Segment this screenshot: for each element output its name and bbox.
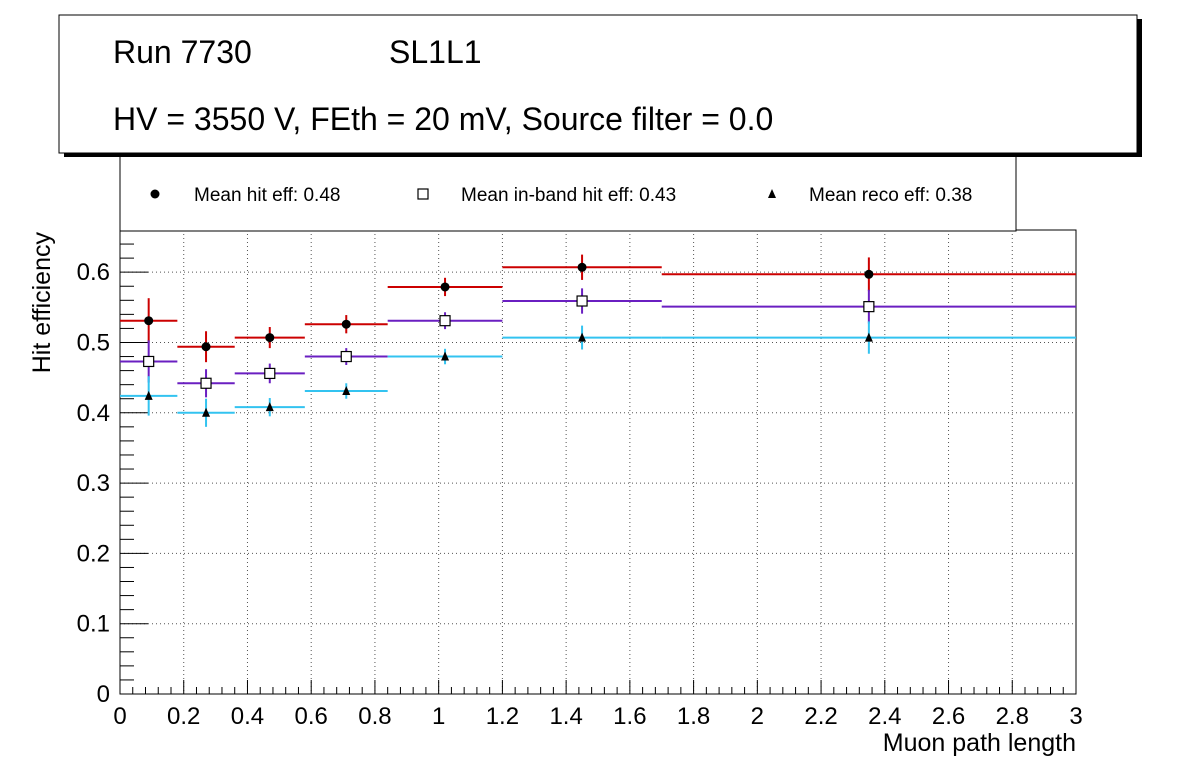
point-1-4 <box>439 315 451 327</box>
header-box: Run 7730 SL1L1 HV = 3550 V, FEth = 20 mV… <box>58 14 1142 157</box>
legend-box <box>119 155 1017 232</box>
legend-label-hit: Mean hit eff: 0.48 <box>194 185 340 206</box>
point-1-3 <box>340 350 352 363</box>
plot-frame <box>119 229 1077 695</box>
y-tick-label-2: 0.2 <box>77 540 110 567</box>
point-0-2 <box>265 333 275 343</box>
legend: Mean hit eff: 0.48 Mean in-band hit eff:… <box>119 155 1017 232</box>
y-tick-label-0: 0 <box>97 681 110 708</box>
point-2-5 <box>578 332 587 342</box>
point-2-3 <box>342 385 351 395</box>
point-1-0 <box>143 355 155 368</box>
point-0-3 <box>341 319 351 329</box>
y-tick-label-5: 0.5 <box>77 329 110 356</box>
point-1-5 <box>576 295 588 307</box>
point-0-5 <box>577 262 587 272</box>
point-0-4 <box>440 282 450 292</box>
point-1-2 <box>264 367 276 380</box>
y-tick-label-1: 0.1 <box>77 611 110 638</box>
point-1-6 <box>863 301 875 313</box>
x-tick-label-6: 1.2 <box>486 703 519 730</box>
x-tick-label-7: 1.4 <box>549 703 582 730</box>
y-tick-label-3: 0.3 <box>77 470 110 497</box>
x-tick-label-1: 0.2 <box>167 703 200 730</box>
legend-label-reco: Mean reco eff: 0.38 <box>809 185 972 206</box>
x-tick-label-13: 2.6 <box>932 703 965 730</box>
x-axis: 0 0.2 0.4 0.6 0.8 1 1.2 1.4 1.6 1.8 2 2.2 2.4 2.6 2.8 3 <box>113 680 1083 730</box>
y-axis-title: Hit efficiency <box>28 232 56 374</box>
point-2-2 <box>265 402 274 412</box>
x-tick-label-5: 1 <box>432 703 445 730</box>
legend-marker-reco <box>768 189 776 198</box>
y-tick-label-4: 0.4 <box>77 400 110 427</box>
header-panel <box>58 14 1138 154</box>
point-0-1 <box>201 342 211 352</box>
x-tick-label-8: 1.6 <box>613 703 646 730</box>
x-tick-label-10: 2 <box>751 703 764 730</box>
x-tick-label-14: 2.8 <box>996 703 1029 730</box>
x-tick-label-4: 0.8 <box>358 703 391 730</box>
x-tick-label-0: 0 <box>113 703 126 730</box>
series-layer <box>120 254 1076 427</box>
x-tick-label-3: 0.6 <box>295 703 328 730</box>
series-1 <box>120 288 1076 398</box>
x-tick-label-11: 2.2 <box>804 703 837 730</box>
x-tick-label-2: 0.4 <box>231 703 264 730</box>
x-tick-label-12: 2.4 <box>868 703 901 730</box>
point-2-6 <box>864 332 873 342</box>
chamber-label: SL1L1 <box>389 34 482 70</box>
point-0-6 <box>864 269 874 279</box>
legend-marker-hit <box>150 189 160 199</box>
legend-marker-inband <box>417 188 429 200</box>
point-2-1 <box>202 407 211 417</box>
run-label: Run 7730 <box>113 34 252 70</box>
legend-label-inband: Mean in-band hit eff: 0.43 <box>461 185 676 206</box>
x-tick-label-9: 1.8 <box>677 703 710 730</box>
grid <box>120 230 1076 694</box>
x-axis-title: Muon path length <box>883 729 1076 757</box>
point-1-1 <box>200 377 212 389</box>
y-tick-label-6: 0.6 <box>77 259 110 286</box>
series-2 <box>120 321 1076 427</box>
x-tick-label-15: 3 <box>1069 703 1082 730</box>
point-0-0 <box>144 316 154 326</box>
point-2-4 <box>441 351 450 361</box>
point-2-0 <box>144 390 153 400</box>
series-0 <box>120 254 1076 363</box>
y-axis: 0 0.1 0.2 0.3 0.4 0.5 0.6 <box>77 229 148 708</box>
conditions-label: HV = 3550 V, FEth = 20 mV, Source filter… <box>113 101 773 137</box>
